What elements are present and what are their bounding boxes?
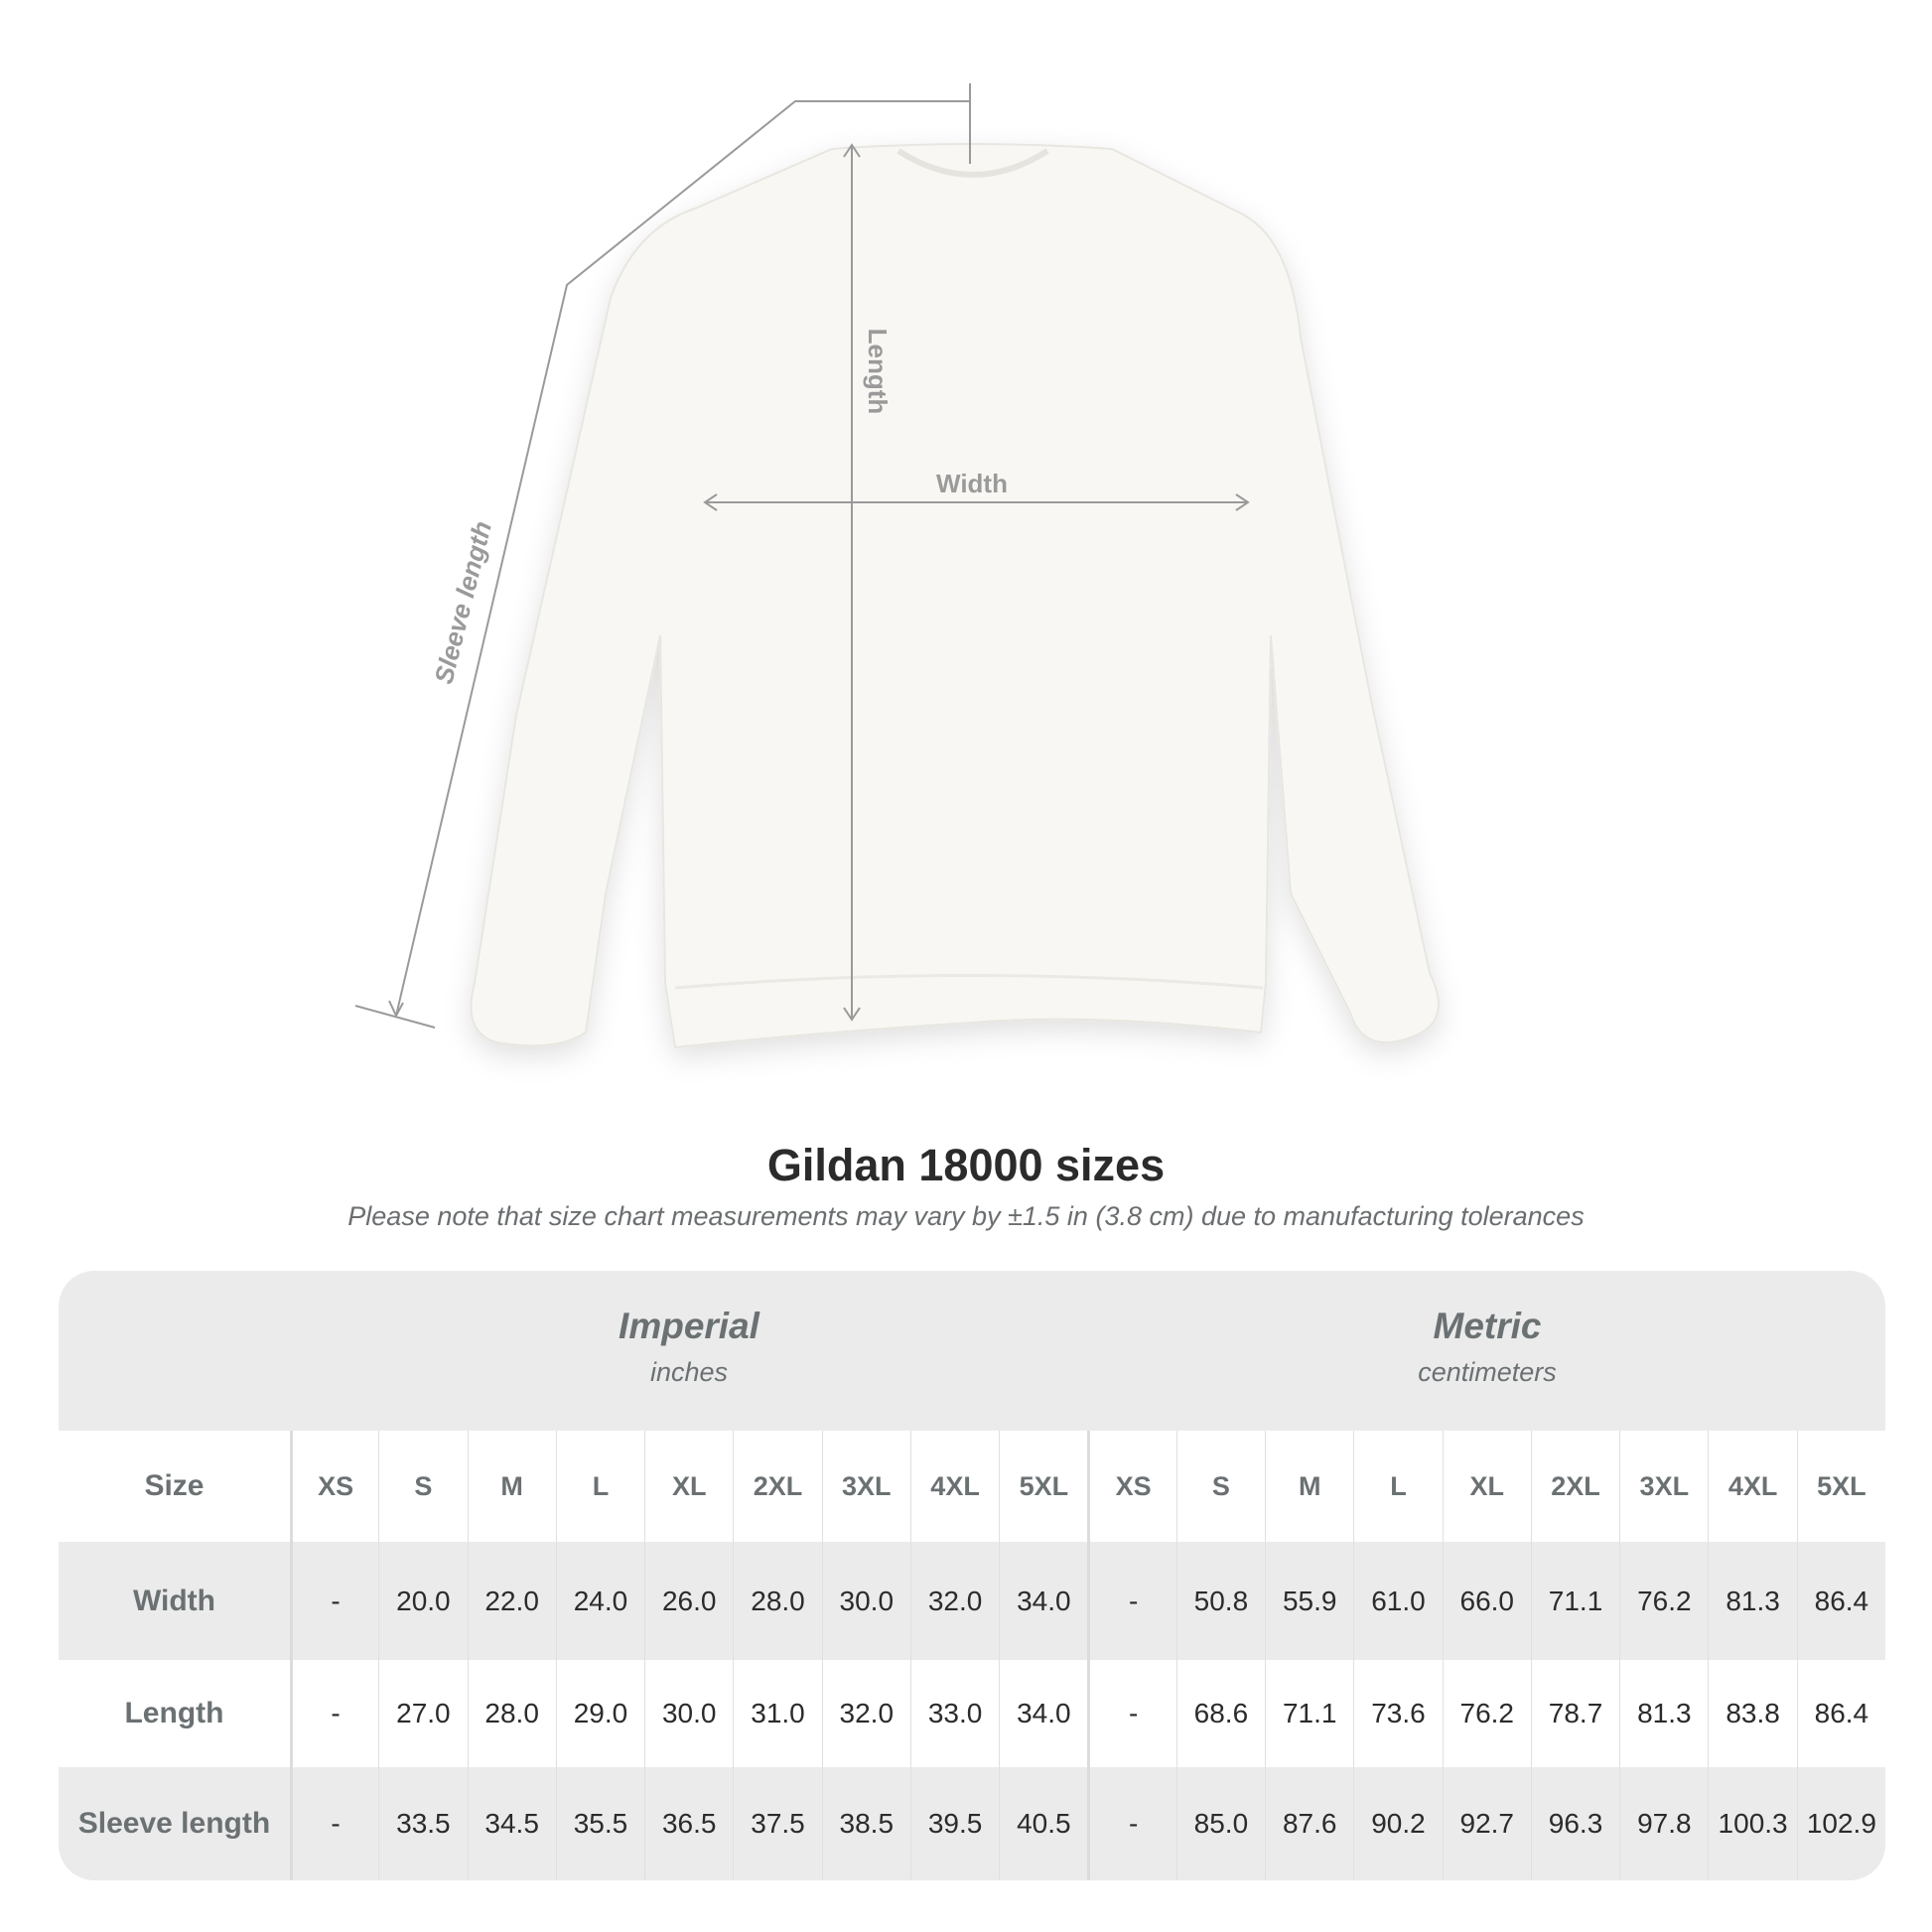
table-cell-imperial: 33.0 bbox=[909, 1660, 999, 1767]
table-cell-imperial: 34.0 bbox=[999, 1542, 1087, 1660]
table-cell-imperial: 28.0 bbox=[467, 1660, 556, 1767]
table-cell-metric: 78.7 bbox=[1530, 1660, 1619, 1767]
table-cell-metric: 86.4 bbox=[1796, 1542, 1885, 1660]
size-header-imperial: XS bbox=[289, 1431, 378, 1542]
table-cell-imperial: 39.5 bbox=[909, 1767, 999, 1880]
size-header-metric: L bbox=[1353, 1431, 1442, 1542]
table-cell-metric: 83.8 bbox=[1708, 1660, 1796, 1767]
metric-unit: centimeters bbox=[1418, 1357, 1557, 1387]
row-label: Length bbox=[124, 1697, 224, 1729]
table-cell-imperial: 34.5 bbox=[467, 1767, 556, 1880]
size-header-metric: M bbox=[1265, 1431, 1353, 1542]
sweatshirt-image bbox=[470, 143, 1440, 1049]
table-row: Length -27.0 28.0 29.0 30.0 31.0 32.0 33.0 34.0-… bbox=[59, 1660, 1885, 1767]
table-cell-metric: 92.7 bbox=[1442, 1767, 1531, 1880]
table-cell-metric: 55.9 bbox=[1265, 1542, 1353, 1660]
table-cell-metric: 61.0 bbox=[1353, 1542, 1442, 1660]
table-cell-metric: 73.6 bbox=[1353, 1660, 1442, 1767]
table-cell-metric: 81.3 bbox=[1619, 1660, 1708, 1767]
size-header-imperial: 3XL bbox=[821, 1431, 910, 1542]
table-cell-imperial: 33.5 bbox=[378, 1767, 467, 1880]
table-cell-imperial: 37.5 bbox=[733, 1767, 821, 1880]
table-cell-imperial: - bbox=[289, 1767, 378, 1880]
table-cell-imperial: 35.5 bbox=[555, 1767, 644, 1880]
table-cell-imperial: 24.0 bbox=[555, 1542, 644, 1660]
table-cell-imperial: - bbox=[289, 1542, 378, 1660]
width-label: Width bbox=[936, 469, 1008, 498]
table-cell-imperial: 26.0 bbox=[644, 1542, 733, 1660]
table-cell-imperial: 34.0 bbox=[999, 1660, 1087, 1767]
size-header-imperial: L bbox=[555, 1431, 644, 1542]
size-header-metric: XS bbox=[1087, 1431, 1175, 1542]
table-cell-imperial: 20.0 bbox=[378, 1542, 467, 1660]
table-cell-imperial: - bbox=[289, 1660, 378, 1767]
imperial-group: Imperial inches bbox=[290, 1271, 1088, 1431]
size-header-row: Size XS S M L XL 2XL 3XL 4XL 5XL XS S M L XL 2XL 3XL 4XL 5… bbox=[59, 1431, 1885, 1542]
size-header-metric: 5XL bbox=[1796, 1431, 1885, 1542]
row-label: Width bbox=[132, 1584, 215, 1617]
table-cell-imperial: 22.0 bbox=[467, 1542, 556, 1660]
table-cell-metric: 76.2 bbox=[1619, 1542, 1708, 1660]
size-header-imperial: 4XL bbox=[909, 1431, 999, 1542]
table-cell-imperial: 29.0 bbox=[555, 1660, 644, 1767]
size-header-metric: XL bbox=[1442, 1431, 1531, 1542]
table-cell-imperial: 28.0 bbox=[733, 1542, 821, 1660]
size-table: Imperial inches Metric centimeters Size X… bbox=[59, 1271, 1885, 1880]
size-header-imperial: S bbox=[378, 1431, 467, 1542]
size-header-metric: S bbox=[1175, 1431, 1265, 1542]
sleeve-length-label: Sleeve length bbox=[428, 518, 497, 687]
tolerance-note: Please note that size chart measurements… bbox=[347, 1201, 1585, 1231]
table-cell-metric: 86.4 bbox=[1796, 1660, 1885, 1767]
size-header-metric: 3XL bbox=[1619, 1431, 1708, 1542]
row-label: Size bbox=[144, 1469, 205, 1502]
table-cell-metric: 68.6 bbox=[1175, 1660, 1265, 1767]
size-header-imperial: 5XL bbox=[999, 1431, 1087, 1542]
table-header-band bbox=[59, 1271, 1885, 1431]
table-cell-metric: 71.1 bbox=[1530, 1542, 1619, 1660]
table-cell-metric: 50.8 bbox=[1175, 1542, 1265, 1660]
table-cell-imperial: 30.0 bbox=[644, 1660, 733, 1767]
table-cell-metric: 102.9 bbox=[1796, 1767, 1885, 1880]
table-cell-metric: - bbox=[1087, 1542, 1175, 1660]
metric-group: Metric centimeters bbox=[1088, 1271, 1885, 1431]
table-cell-metric: 87.6 bbox=[1265, 1767, 1353, 1880]
table-cell-metric: 81.3 bbox=[1708, 1542, 1796, 1660]
table-cell-metric: 76.2 bbox=[1442, 1660, 1531, 1767]
table-cell-metric: - bbox=[1087, 1767, 1175, 1880]
table-cell-imperial: 27.0 bbox=[378, 1660, 467, 1767]
table-cell-metric: 90.2 bbox=[1353, 1767, 1442, 1880]
size-header-metric: 4XL bbox=[1708, 1431, 1796, 1542]
size-header-imperial: 2XL bbox=[733, 1431, 821, 1542]
measurement-lines bbox=[354, 83, 1250, 1029]
metric-title: Metric bbox=[1433, 1306, 1542, 1346]
table-cell-metric: 96.3 bbox=[1530, 1767, 1619, 1880]
imperial-title: Imperial bbox=[619, 1306, 759, 1346]
table-cell-metric: 71.1 bbox=[1265, 1660, 1353, 1767]
table-cell-metric: - bbox=[1087, 1660, 1175, 1767]
sweatshirt-diagram: Length Width Sleeve length bbox=[354, 83, 1440, 1049]
table-row: Width -20.0 22.0 24.0 26.0 28.0 30.0 32.0 34.0-5… bbox=[59, 1542, 1885, 1660]
table-row: Sleeve length -33.5 34.5 35.5 36.5 37.5 38.5 39… bbox=[59, 1767, 1885, 1880]
table-cell-imperial: 38.5 bbox=[821, 1767, 910, 1880]
table-cell-imperial: 32.0 bbox=[909, 1542, 999, 1660]
table-cell-metric: 85.0 bbox=[1175, 1767, 1265, 1880]
length-label: Length bbox=[863, 329, 893, 415]
table-cell-metric: 66.0 bbox=[1442, 1542, 1531, 1660]
size-header-metric: 2XL bbox=[1530, 1431, 1619, 1542]
table-cell-imperial: 30.0 bbox=[821, 1542, 910, 1660]
table-cell-imperial: 36.5 bbox=[644, 1767, 733, 1880]
row-label: Sleeve length bbox=[77, 1807, 271, 1840]
size-header-imperial: M bbox=[467, 1431, 556, 1542]
table-cell-imperial: 40.5 bbox=[999, 1767, 1087, 1880]
imperial-unit: inches bbox=[649, 1357, 729, 1387]
table-cell-imperial: 32.0 bbox=[821, 1660, 910, 1767]
table-cell-imperial: 31.0 bbox=[733, 1660, 821, 1767]
sleeve-line bbox=[395, 100, 970, 1017]
size-header-imperial: XL bbox=[644, 1431, 733, 1542]
page-title: Gildan 18000 sizes bbox=[766, 1140, 1166, 1190]
table-cell-metric: 100.3 bbox=[1708, 1767, 1796, 1880]
table-cell-metric: 97.8 bbox=[1619, 1767, 1708, 1880]
